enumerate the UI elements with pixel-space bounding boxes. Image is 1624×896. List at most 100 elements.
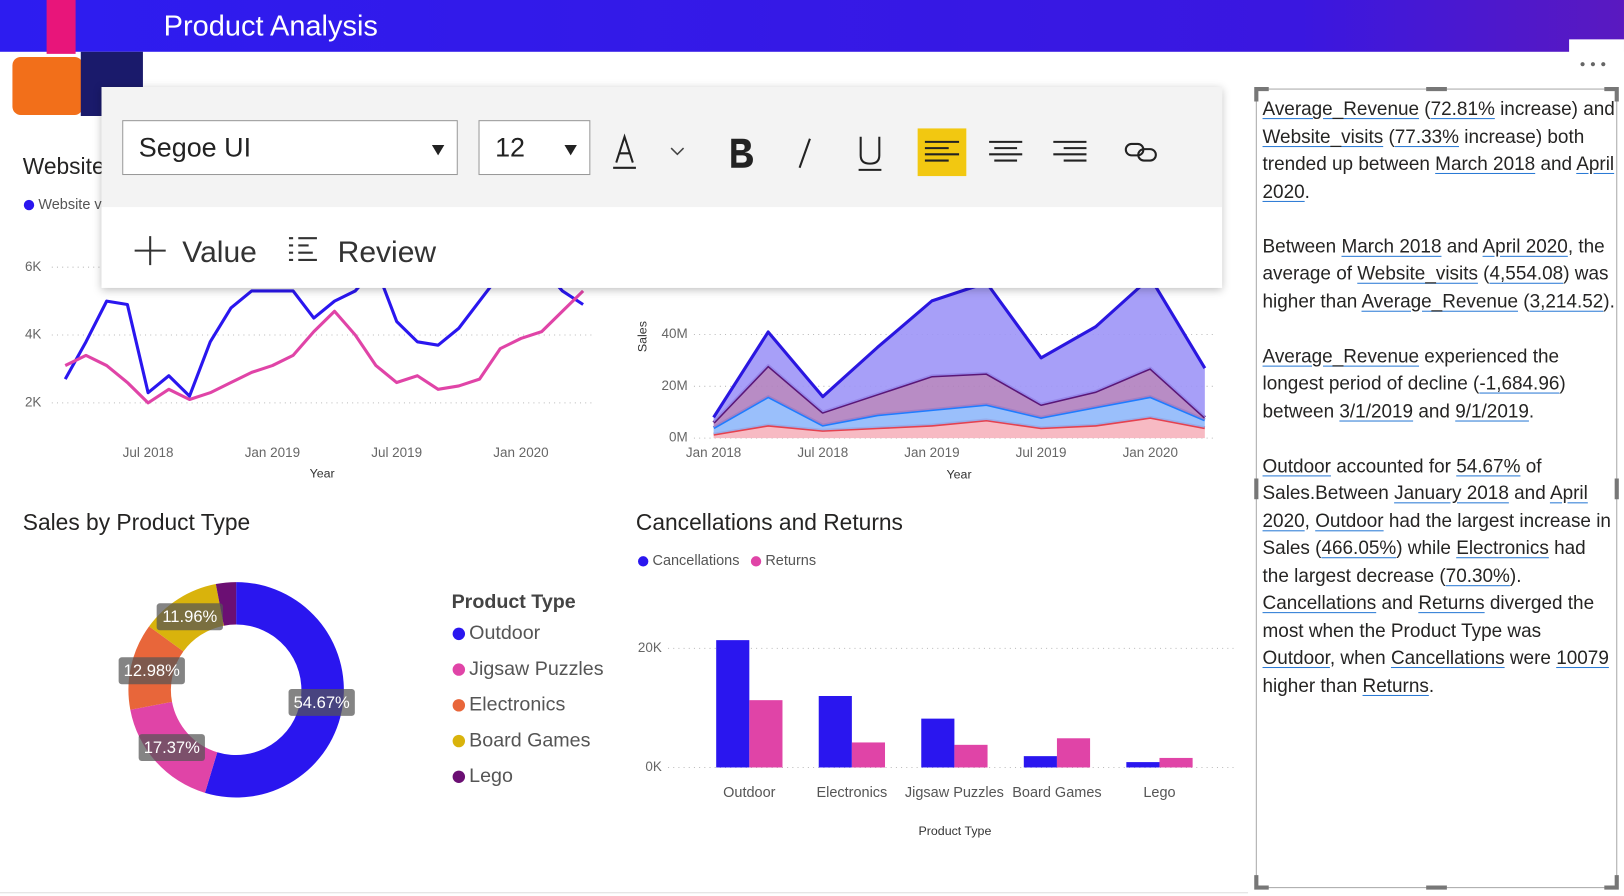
area-series [713, 365, 1205, 428]
narrative-text: increase) both trended up between [1262, 124, 1585, 174]
font-color-dropdown[interactable] [670, 147, 685, 156]
narrative-text: ) while [1396, 536, 1457, 559]
narrative-link[interactable]: Average_Revenue [1262, 97, 1420, 120]
narrative-link[interactable]: Website_visits [1357, 262, 1478, 284]
narrative-link[interactable]: March 2018 [1435, 152, 1536, 174]
italic-button[interactable] [798, 138, 811, 169]
narrative-link[interactable]: 3,214.52 [1529, 289, 1604, 312]
more-options[interactable] [1580, 62, 1606, 67]
narrative-text: and [1376, 591, 1419, 614]
underline-button[interactable] [858, 136, 882, 171]
narrative-text: ). [1603, 289, 1615, 312]
narrative-link[interactable]: Returns [1362, 673, 1429, 696]
narrative-text: had the largest decrease ( [1262, 536, 1586, 586]
narrative-text: . [1428, 673, 1435, 696]
legend-label: Cancellations [652, 553, 739, 569]
narrative-link[interactable]: Outdoor [1315, 509, 1384, 531]
narrative-text: ( [1383, 124, 1395, 147]
narrative-link[interactable]: Outdoor [1262, 646, 1330, 669]
legend-label: Website v [38, 197, 102, 213]
narrative-link[interactable]: 77.33% [1394, 124, 1459, 147]
smart-narrative: Average_Revenue (72.81% increase) and We… [1263, 95, 1617, 726]
narrative-text: of Sales.Between [1262, 454, 1542, 504]
align-center-button[interactable] [989, 140, 1023, 162]
x-tick-label: Jul 2019 [1016, 445, 1067, 460]
narrative-link[interactable]: -1,684.96 [1479, 371, 1560, 394]
legend-marker [23, 199, 35, 211]
narrative-link[interactable]: Returns [1418, 591, 1485, 614]
narrative-text: ( [1518, 289, 1530, 312]
review-button[interactable]: Review [338, 232, 436, 273]
font-select[interactable]: Segoe UI [122, 120, 458, 176]
narrative-link[interactable]: Website_visits [1262, 124, 1384, 147]
bold-button[interactable] [731, 138, 753, 168]
bar [954, 744, 988, 768]
bar [851, 742, 886, 768]
narrative-text: ( [1419, 97, 1431, 120]
logo-part [12, 56, 83, 115]
y-axis-title: Sales [635, 321, 649, 352]
narrative-text: . [1528, 399, 1535, 422]
legend-label: Board Games [469, 729, 590, 751]
narrative-text: ) was higher than [1262, 262, 1609, 312]
legend-marker [452, 770, 466, 783]
data-label: 12.98% [124, 661, 180, 680]
y-tick-label: 6K [25, 259, 41, 274]
narrative-text: and [1535, 152, 1577, 174]
data-label: 54.67% [294, 693, 350, 712]
bar [716, 640, 750, 768]
resize-handles[interactable] [1254, 86, 1619, 890]
narrative-link[interactable]: Cancellations [1390, 646, 1505, 669]
narrative-link[interactable]: 70.30% [1445, 563, 1510, 586]
data-label-bg [118, 657, 185, 685]
legend-marker [452, 734, 466, 748]
add-value-label: Value [182, 236, 257, 270]
chart-title: Cancellations and Returns [636, 509, 903, 535]
align-right-button[interactable] [1053, 140, 1087, 162]
narrative-text: and [1441, 234, 1483, 257]
narrative-text: higher than [1262, 673, 1363, 696]
pie-slice [215, 582, 237, 626]
narrative-link[interactable]: 72.81% [1430, 97, 1495, 120]
font-size: 12 [495, 131, 526, 163]
dropdown-arrow[interactable] [431, 144, 445, 156]
font-color-button[interactable] [613, 133, 636, 169]
narrative-link[interactable]: 4,554.08 [1489, 262, 1564, 284]
narrative-text: ( [1477, 262, 1490, 284]
x-tick-label: Electronics [816, 785, 887, 801]
align-left-button[interactable] [917, 128, 967, 177]
narrative-link[interactable]: 466.05% [1321, 536, 1397, 559]
bar [1159, 757, 1193, 768]
x-axis-title: Product Type [918, 824, 991, 838]
toolbar-icons [134, 128, 1157, 266]
link-button[interactable] [1124, 142, 1157, 162]
narrative-paragraph: Average_Revenue (72.81% increase) and We… [1263, 95, 1617, 205]
narrative-link[interactable]: January 2018 [1394, 481, 1509, 504]
narrative-link[interactable]: Average_Revenue [1361, 289, 1519, 312]
narrative-link[interactable]: April 2020 [1262, 481, 1588, 531]
narrative-link[interactable]: 3/1/2019 [1339, 399, 1414, 422]
narrative-paragraph: Outdoor accounted for 54.67% of Sales.Be… [1263, 452, 1617, 699]
narrative-link[interactable]: Electronics [1456, 536, 1549, 559]
narrative-link[interactable]: Cancellations [1262, 591, 1377, 614]
narrative-link[interactable]: 10079 [1556, 646, 1609, 669]
chart-title: Website [23, 153, 105, 179]
x-axis-title: Year [947, 468, 972, 482]
narrative-link[interactable]: March 2018 [1341, 234, 1442, 257]
legend-label: Outdoor [469, 622, 540, 644]
narrative-link[interactable]: 9/1/2019 [1455, 399, 1529, 422]
narrative-text: ) between [1262, 371, 1566, 422]
add-value-button[interactable]: Value [182, 232, 257, 273]
dropdown-arrow[interactable] [564, 144, 577, 156]
narrative-link[interactable]: Outdoor [1262, 454, 1331, 476]
x-tick-label: Board Games [1012, 785, 1101, 801]
narrative-link[interactable]: 54.67% [1456, 454, 1521, 476]
menu-area [1569, 39, 1624, 90]
narrative-link[interactable]: Average_Revenue [1262, 344, 1420, 367]
narrative-text: . [1304, 179, 1310, 202]
narrative-link[interactable]: April 2020 [1262, 152, 1615, 202]
review-icon [288, 237, 317, 261]
narrative-link[interactable]: April 2020 [1482, 234, 1568, 257]
